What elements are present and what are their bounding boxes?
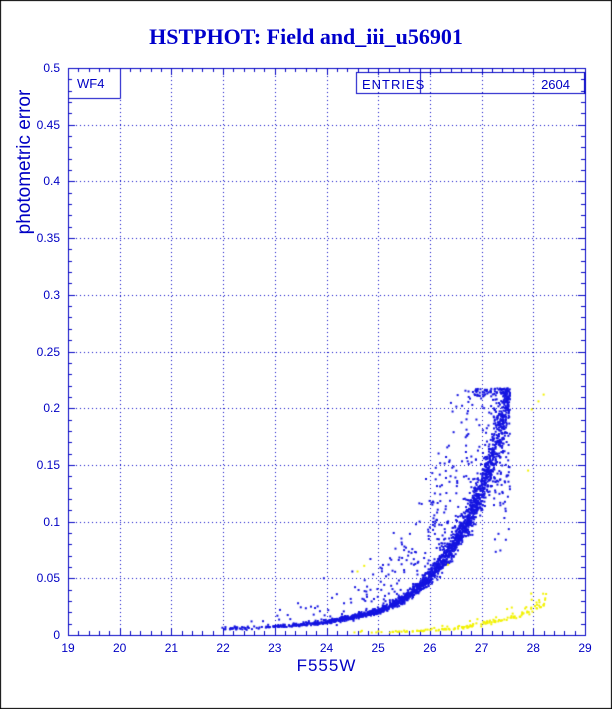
y-tick-label: 0.15: [36, 457, 60, 472]
y-axis-label: photometric error: [14, 89, 35, 235]
y-tick-label: 0.35: [36, 231, 60, 246]
x-axis-label: F555W: [296, 656, 357, 675]
x-tick-label: 27: [474, 641, 489, 655]
x-tick-label: 24: [319, 641, 334, 655]
x-tick-label: 19: [61, 641, 75, 655]
y-tick-label: 0.45: [36, 117, 60, 132]
y-tick-label: 0.4: [43, 174, 60, 189]
y-tick-label: 0.2: [43, 401, 60, 416]
x-tick-label: 21: [164, 641, 179, 655]
chart-title: HSTPHOT: Field and_iii_u56901: [149, 24, 463, 49]
y-tick-label: 0.1: [43, 514, 60, 529]
x-tick-label: 29: [578, 641, 592, 655]
y-tick-label: 0.05: [36, 571, 60, 586]
x-tick-label: 26: [423, 641, 437, 655]
x-tick-label: 25: [371, 641, 385, 655]
stats-entries-value: 2604: [541, 77, 570, 92]
x-tick-label: 20: [113, 641, 127, 655]
x-tick-label: 28: [526, 641, 540, 655]
y-tick-label: 0.5: [43, 61, 60, 75]
stats-entries-label: ENTRIES: [362, 77, 426, 92]
x-tick-label: 22: [216, 641, 230, 655]
y-tick-label: 0.3: [43, 287, 60, 302]
x-tick-label: 23: [268, 641, 282, 655]
detector-label: WF4: [77, 76, 105, 91]
y-tick-label: 0: [53, 628, 60, 642]
y-tick-label: 0.25: [36, 344, 60, 359]
